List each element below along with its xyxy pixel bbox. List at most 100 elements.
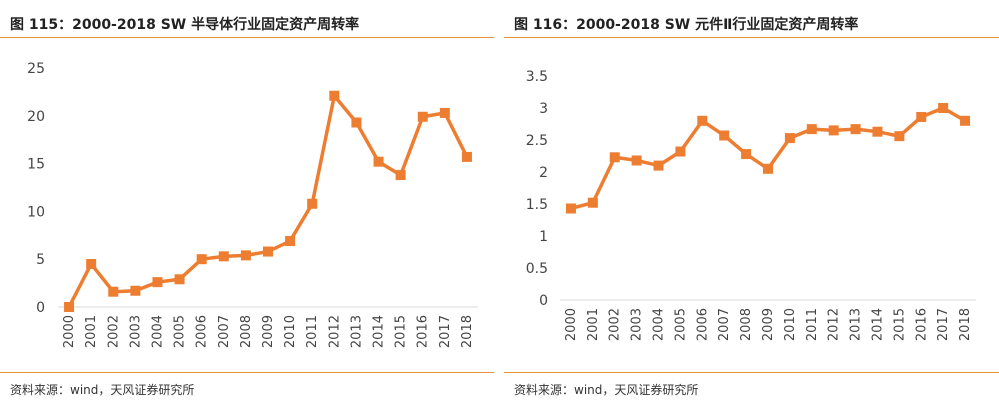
x-tick-label: 2018 [460, 315, 475, 348]
source-divider [504, 372, 999, 373]
x-tick-label: 2003 [630, 308, 645, 341]
y-tick-label: 0 [36, 300, 45, 316]
data-point-marker [565, 203, 576, 214]
components-turnover-line-chart: 0 0.5 1 1.5 2 2.5 3 3.5 2000 2001 2002 2003 2004 2005… [526, 69, 976, 341]
data-point-marker [828, 125, 839, 136]
x-tick-label: 2009 [761, 308, 776, 341]
x-tick-label: 2014 [870, 308, 885, 341]
x-tick-label: 2017 [438, 315, 453, 348]
data-point-marker [196, 254, 207, 265]
data-point-marker [64, 302, 75, 312]
x-tick-label: 2001 [586, 308, 601, 341]
data-point-marker [894, 131, 905, 142]
data-point-marker [784, 133, 795, 144]
x-tick-label: 2006 [195, 315, 210, 348]
data-point-marker [130, 285, 141, 296]
data-point-marker [653, 160, 664, 171]
y-tick-label: 15 [27, 157, 45, 173]
x-tick-label: 2002 [106, 315, 121, 348]
data-point-marker [285, 236, 296, 247]
chart-panel-semiconductor: 图 115：2000-2018 SW 半导体行业固定资产周转率 0 5 10 15 20… [0, 0, 494, 413]
data-point-marker [329, 90, 340, 101]
x-tick-label: 2000 [62, 315, 77, 348]
x-tick-label: 2005 [673, 308, 688, 341]
data-point-marker [373, 156, 384, 167]
x-tick-label: 2016 [914, 308, 929, 341]
data-point-marker [240, 250, 251, 261]
x-tick-label: 2008 [239, 315, 254, 348]
x-tick-label: 2001 [84, 315, 99, 348]
x-tick-label: 2003 [128, 315, 143, 348]
x-tick-label: 2000 [564, 308, 579, 341]
y-tick-label: 20 [27, 109, 45, 125]
x-tick-label: 2002 [608, 308, 623, 341]
x-tick-label: 2011 [305, 315, 320, 348]
data-point-marker [263, 246, 273, 257]
x-tick-label: 2016 [416, 315, 431, 348]
x-tick-label: 2015 [394, 315, 409, 348]
chart-title: 图 115：2000-2018 SW 半导体行业固定资产周转率 [10, 17, 360, 33]
chart-title: 图 116：2000-2018 SW 元件Ⅱ行业固定资产周转率 [514, 17, 859, 33]
data-point-marker [631, 155, 642, 166]
data-point-marker [395, 170, 406, 181]
data-point-marker [806, 124, 817, 135]
x-tick-label: 2017 [936, 308, 951, 341]
x-tick-label: 2013 [349, 315, 364, 348]
x-tick-label: 2004 [150, 315, 165, 348]
x-tick-label: 2012 [327, 315, 342, 348]
data-point-marker [461, 151, 472, 162]
x-tick-label: 2010 [783, 308, 798, 341]
data-point-marker [741, 149, 752, 160]
y-tick-label: 10 [27, 204, 45, 220]
series-line [570, 106, 966, 211]
data-point-marker [307, 198, 318, 209]
y-tick-label: 3.5 [526, 69, 548, 85]
data-point-marker [86, 258, 97, 269]
y-tick-label: 1 [539, 229, 548, 245]
data-point-marker [763, 163, 773, 174]
title-divider [504, 37, 999, 38]
x-tick-label: 2007 [717, 308, 732, 341]
x-tick-label: 2015 [892, 308, 907, 341]
data-point-marker [417, 111, 428, 122]
x-tick-label: 2018 [958, 308, 973, 341]
x-tick-label: 2012 [827, 308, 842, 341]
x-tick-label: 2010 [283, 315, 298, 348]
source-note: 资料来源：wind，天风证券研究所 [10, 383, 195, 397]
data-point-marker [439, 107, 450, 118]
y-tick-label: 1.5 [526, 197, 548, 213]
y-tick-label: 5 [36, 252, 45, 268]
y-tick-label: 0.5 [526, 261, 548, 277]
x-tick-label: 2013 [849, 308, 864, 341]
data-point-marker [719, 130, 730, 141]
data-point-marker [850, 124, 861, 135]
data-point-marker [108, 286, 119, 297]
data-point-marker [152, 277, 163, 288]
chart-panel-components: 图 116：2000-2018 SW 元件Ⅱ行业固定资产周转率 0 0.5 1 1.5… [504, 0, 999, 413]
data-point-marker [960, 115, 971, 126]
data-point-marker [174, 274, 185, 285]
y-tick-label: 3 [539, 101, 548, 117]
data-point-marker [697, 115, 708, 126]
data-point-marker [872, 126, 883, 137]
source-note: 资料来源：wind，天风证券研究所 [514, 383, 699, 397]
data-point-marker [587, 197, 598, 208]
data-point-marker [916, 111, 927, 122]
y-tick-label: 0 [539, 293, 548, 309]
data-point-marker [609, 152, 620, 163]
x-tick-label: 2011 [805, 308, 820, 341]
source-divider [0, 372, 494, 373]
y-tick-label: 2.5 [526, 133, 548, 149]
data-point-marker [675, 146, 686, 157]
x-tick-label: 2007 [217, 315, 232, 348]
y-tick-label: 2 [539, 165, 548, 181]
x-tick-label: 2008 [739, 308, 754, 341]
x-tick-label: 2014 [372, 315, 387, 348]
data-point-marker [218, 251, 229, 262]
series-line [67, 93, 469, 308]
x-tick-label: 2004 [652, 308, 667, 341]
x-tick-label: 2009 [261, 315, 276, 348]
x-tick-label: 2005 [173, 315, 188, 348]
data-point-marker [351, 117, 362, 128]
title-divider [0, 37, 494, 38]
